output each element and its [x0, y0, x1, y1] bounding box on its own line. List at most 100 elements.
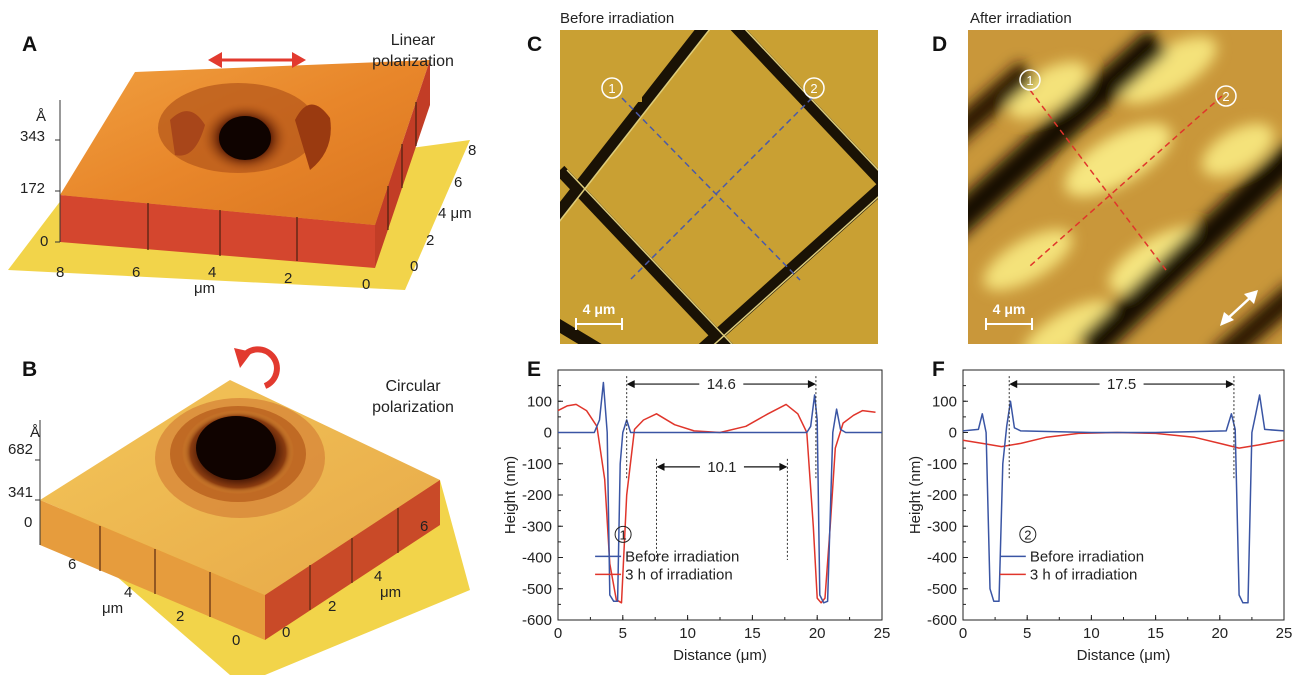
panel-a-x-tick-8: 8: [56, 264, 65, 281]
panel-b-z-tick-682: 682: [8, 441, 34, 458]
arrowhead: [1225, 380, 1234, 389]
x-tick-label: 0: [554, 625, 562, 642]
panel-a-caption-line1: Linear: [390, 32, 436, 49]
x-tick-label: 5: [619, 625, 627, 642]
panel-a-front-face: [60, 195, 375, 268]
panel-a-y-tick-0: 0: [410, 258, 419, 275]
arrowhead: [1009, 380, 1018, 389]
panel-a-y-tick-4: 4 μm: [438, 205, 472, 222]
arrowhead: [779, 462, 788, 471]
panel-b-y-tick-0: 0: [282, 624, 291, 641]
y-tick-label: 100: [932, 393, 957, 410]
panel-d-marker-2: 2: [1222, 89, 1229, 104]
y-axis-title: Height (nm): [907, 456, 924, 534]
panel-b-x-tick-6: 6: [68, 556, 77, 573]
panel-d-marker-1: 1: [1026, 73, 1033, 88]
panel-a-x-tick-6: 6: [132, 264, 141, 281]
panel-a-x-unit: μm: [194, 280, 216, 297]
panel-b-y-tick-2: 2: [328, 598, 337, 615]
panel-b-caption: Circular polarization: [348, 376, 478, 418]
panel-a-x-tick-4: 4: [208, 264, 217, 281]
panel-a-afm-3d-surface: [8, 52, 470, 290]
legend-marker-circle: [614, 525, 632, 543]
y-tick-label: -400: [927, 550, 957, 567]
x-tick-label: 0: [959, 625, 967, 642]
y-tick-label: -600: [927, 612, 957, 629]
legend-label: 3 h of irradiation: [625, 566, 733, 583]
x-tick-label: 20: [809, 625, 826, 642]
panel-d-title: After irradiation: [970, 10, 1072, 27]
panel-a-y-tick-8: 8: [468, 142, 477, 159]
y-tick-label: 0: [949, 425, 957, 442]
y-tick-label: -100: [927, 456, 957, 473]
panel-b-afm-3d-surface: [35, 346, 470, 675]
panel-f-letter: F: [932, 358, 945, 381]
panel-b-x-tick-0: 0: [232, 632, 241, 649]
panel-b-z-tick-341: 341: [8, 484, 34, 501]
panel-b-front-face: [40, 500, 265, 640]
panel-b-y-unit: μm: [380, 584, 402, 601]
panel-e-letter: E: [527, 358, 542, 381]
x-tick-label: 10: [679, 625, 696, 642]
panel-a-z-tick-343: 343: [20, 128, 46, 145]
panel-d-letter: D: [932, 33, 948, 56]
x-tick-label: 15: [1147, 625, 1164, 642]
panel-a-letter: A: [22, 33, 38, 56]
panel-c-scalebar: 4 μm: [583, 301, 616, 317]
legend-label: 3 h of irradiation: [1030, 566, 1138, 583]
legend-marker-circle: [1019, 525, 1037, 543]
y-axis-title: Height (nm): [502, 456, 519, 534]
panel-f-height-profile-chart: 0 5 10 15 20 25 100 0 -100 -200 -300 -400 -500 -600 Di…: [907, 369, 1292, 664]
annotation-label: 17.5: [1107, 376, 1136, 393]
y-tick-label: -200: [522, 487, 552, 504]
x-tick-label: 20: [1211, 625, 1228, 642]
series-line-before-irradiation: [558, 381, 882, 604]
panel-a-z-tick-172: 172: [20, 180, 46, 197]
y-tick-label: -300: [522, 518, 552, 535]
panel-a-y-tick-2: 2: [426, 232, 435, 249]
panel-b-y-tick-6: 6: [420, 518, 429, 535]
panel-a-z-tick-0: 0: [40, 233, 49, 250]
panel-a-y-tick-6: 6: [454, 174, 463, 191]
panel-d-scalebar: 4 μm: [993, 301, 1026, 317]
x-tick-label: 10: [1083, 625, 1100, 642]
panel-d-afm-image: 1 2 4 μm: [968, 30, 1282, 344]
panel-a-caption-line2: polarization: [372, 53, 454, 70]
panel-a-caption: Linear polarization: [348, 30, 478, 72]
panel-a-x-tick-2: 2: [284, 270, 293, 287]
x-tick-label: 25: [874, 625, 890, 642]
panel-a-z-unit: Å: [36, 108, 47, 125]
legend-marker: 1: [619, 527, 626, 542]
x-tick-label: 25: [1276, 625, 1292, 642]
arrowhead: [656, 462, 665, 471]
panel-b-y-tick-4: 4: [374, 568, 383, 585]
x-tick-label: 15: [744, 625, 761, 642]
panel-b-caption-line1: Circular: [385, 378, 441, 395]
panel-b-letter: B: [22, 358, 38, 381]
series-line-before-irradiation: [962, 394, 1285, 604]
panel-b-x-tick-4: 4: [124, 584, 133, 601]
panel-b-z-unit: Å: [30, 424, 41, 441]
y-tick-label: -400: [522, 550, 552, 567]
y-tick-label: -500: [522, 581, 552, 598]
panel-c-marker-2: 2: [810, 81, 817, 96]
y-tick-label: -600: [522, 612, 552, 629]
arrowhead: [626, 380, 635, 389]
annotation-label: 14.6: [707, 376, 736, 393]
panel-b-caption-line2: polarization: [372, 399, 454, 416]
y-tick-label: 0: [544, 425, 552, 442]
y-tick-label: -500: [927, 581, 957, 598]
annotation-label: 10.1: [707, 459, 736, 476]
panel-a-x-tick-0: 0: [362, 276, 371, 293]
legend-label: Before irradiation: [625, 548, 739, 565]
x-axis-title: Distance (μm): [1077, 647, 1171, 664]
panel-b-x-unit: μm: [102, 600, 124, 617]
panel-c-marker-1: 1: [608, 81, 615, 96]
y-tick-label: -100: [522, 456, 552, 473]
panel-b-z-tick-0: 0: [24, 514, 33, 531]
panel-c-title: Before irradiation: [560, 10, 675, 27]
panel-c-letter: C: [527, 33, 543, 56]
panel-e-height-profile-chart: 0 5 10 15 20 25 100 0 -100 -200 -300 -400 -500 -600 Di…: [502, 369, 890, 664]
panel-c-afm-image: 1 2 4 μm: [560, 30, 878, 344]
y-tick-label: -300: [927, 518, 957, 535]
